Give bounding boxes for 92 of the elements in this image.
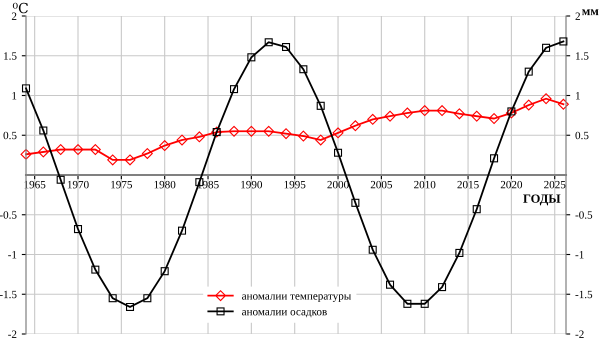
y-tick-label: -1 <box>8 251 16 258</box>
point <box>143 294 152 302</box>
point <box>264 38 273 46</box>
point <box>230 85 238 94</box>
point <box>403 300 412 308</box>
x-axis-title: ГОДЫ <box>523 194 560 206</box>
legend-label: аномалии осадков <box>242 310 327 318</box>
point <box>350 120 361 132</box>
point <box>315 134 326 146</box>
y-tick-label: -2 <box>8 330 16 338</box>
point <box>506 108 517 118</box>
point <box>436 105 448 116</box>
point <box>438 283 446 292</box>
point <box>420 300 429 308</box>
point <box>488 113 500 124</box>
point <box>55 144 66 156</box>
point <box>20 148 32 160</box>
y2-tick-label: -2 <box>575 330 584 338</box>
point <box>472 205 481 214</box>
point <box>332 127 344 138</box>
x-tick-label: 2005 <box>370 180 392 188</box>
point <box>38 146 49 158</box>
x-tick-label: 1970 <box>68 180 89 188</box>
point <box>559 37 568 46</box>
point <box>90 144 101 156</box>
point <box>176 134 188 146</box>
point <box>74 225 82 234</box>
y-tick-label: 1 <box>12 92 16 100</box>
point <box>39 126 48 135</box>
point <box>471 110 482 122</box>
point <box>194 131 205 142</box>
point <box>351 198 360 207</box>
point <box>454 108 465 120</box>
point <box>334 148 342 157</box>
point <box>299 65 308 74</box>
y-tick-label: 0.5 <box>4 132 17 140</box>
point <box>540 93 552 104</box>
point <box>22 84 30 92</box>
point <box>316 102 325 110</box>
y2-tick-label: -1 <box>575 251 584 258</box>
x-tick-label: 2015 <box>457 180 479 188</box>
point <box>490 154 498 162</box>
point <box>298 130 309 142</box>
y-tick-label: -0.5 <box>0 211 17 219</box>
x-tick-label: 2020 <box>500 180 522 188</box>
point <box>386 280 394 289</box>
point <box>542 44 550 52</box>
y-tick-label: 1.5 <box>4 52 17 60</box>
point <box>419 105 430 116</box>
y2-tick-label: -0.5 <box>575 211 592 219</box>
point <box>246 126 257 137</box>
x-tick-label: 1975 <box>111 180 132 188</box>
point <box>178 226 186 235</box>
point <box>56 176 65 184</box>
y-tick-label: 2 <box>12 12 16 20</box>
point <box>263 126 274 137</box>
point <box>107 154 118 166</box>
point <box>160 267 169 276</box>
point <box>91 266 100 274</box>
y-axis-title: ⁰C <box>12 2 28 14</box>
y2-tick-label: 1 <box>576 92 580 100</box>
point <box>384 110 396 122</box>
point <box>247 53 256 62</box>
y2-tick-label: -1.5 <box>575 290 592 298</box>
point <box>72 144 84 156</box>
legend-label: аномалии температуры <box>242 294 352 302</box>
point <box>280 128 292 140</box>
x-tick-label: 1990 <box>241 180 262 188</box>
point <box>367 114 378 125</box>
y2-axis-title: мм <box>582 9 598 16</box>
point <box>159 140 170 152</box>
point <box>558 98 569 110</box>
x-tick-label: 1980 <box>154 180 176 188</box>
point <box>368 246 377 254</box>
x-tick-label: 1995 <box>284 180 306 188</box>
point <box>402 108 413 118</box>
point <box>126 302 134 311</box>
y2-tick-label: 0.5 <box>575 132 588 140</box>
point <box>108 294 117 302</box>
point <box>523 100 534 111</box>
point <box>124 154 136 166</box>
y2-tick-label: 2 <box>576 12 580 20</box>
y-tick-label: -1.5 <box>0 290 17 298</box>
point <box>524 68 533 76</box>
x-tick-label: 2000 <box>327 180 349 188</box>
x-tick-label: 2010 <box>414 180 436 188</box>
x-tick-label: 2025 <box>544 180 566 188</box>
point <box>455 248 464 257</box>
y2-tick-label: 1.5 <box>576 52 588 60</box>
point <box>228 126 240 137</box>
point <box>142 148 153 159</box>
point <box>282 42 290 52</box>
